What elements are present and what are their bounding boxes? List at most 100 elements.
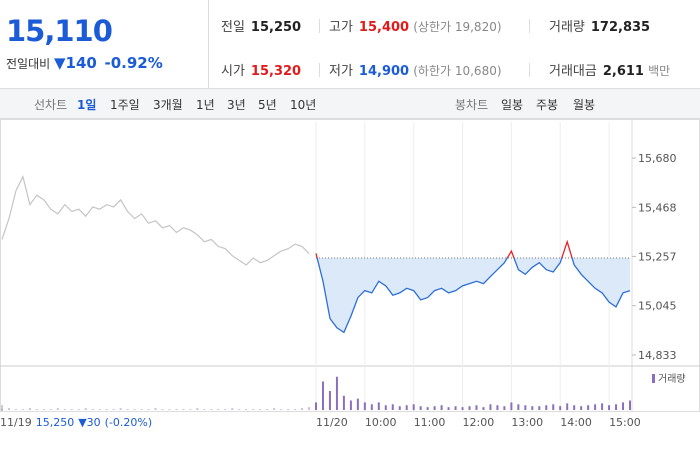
volume-bar <box>210 409 213 410</box>
separator <box>319 19 320 33</box>
x-tick-label: 12:00 <box>463 416 495 429</box>
tab[interactable]: 일봉 <box>501 98 524 112</box>
volume-bar <box>203 409 206 410</box>
tab[interactable]: 1년 <box>196 98 215 112</box>
volume-bar <box>559 406 562 410</box>
volume-bar <box>294 409 297 410</box>
quote-item: 고가 15,400 (상한가 19,820) <box>329 16 502 35</box>
volume-bar <box>398 406 401 410</box>
quote-label: 거래대금 <box>549 64 597 79</box>
volume-bar <box>377 402 380 410</box>
line-below <box>316 258 631 334</box>
volume-bar <box>419 406 422 410</box>
x-tick-label: 11/20 <box>316 416 348 429</box>
volume-bar <box>349 400 352 410</box>
change: 전일대비 ▼140 -0.92% <box>6 54 163 72</box>
volume-bar <box>433 406 436 410</box>
volume-bar <box>224 409 227 410</box>
volume-bar <box>7 408 10 410</box>
volume-bar <box>622 402 625 410</box>
quote-value: 2,611 <box>602 64 644 79</box>
volume-legend: 거래량 <box>658 373 686 385</box>
quote-sub: 백만 <box>648 64 671 78</box>
tabs: 선차트 1일 1주일 3개월 1년 3년 5년 10년 봉차트 일봉 주봉 월봉 <box>0 89 700 119</box>
tab[interactable]: 월봉 <box>573 98 596 112</box>
price: 15,110 <box>6 14 113 48</box>
quote-item: 거래량 172,835 <box>549 16 650 35</box>
tab[interactable]: 1주일 <box>110 98 140 112</box>
volume-bar <box>475 405 478 410</box>
y-tick-label: 15,257 <box>638 250 677 263</box>
area-fill <box>317 258 630 333</box>
footer-item: 11/19 <box>0 416 32 429</box>
volume-bar <box>412 404 415 410</box>
tab-label: 선차트 <box>34 98 68 112</box>
change-pct: -0.92% <box>104 54 163 72</box>
x-tick-label: 10:00 <box>365 416 397 429</box>
volume-bar <box>119 408 122 410</box>
volume-bar <box>454 406 457 410</box>
volume-bar <box>252 409 255 410</box>
volume-bar <box>1 409 3 410</box>
volume-bar <box>154 408 157 410</box>
volume-bar <box>363 402 366 410</box>
quote-item: 전일 15,250 <box>221 16 301 35</box>
quote-table: 전일 15,250 고가 15,400 (상한가 19,820) 거래량 172,835 시… <box>208 0 700 88</box>
volume-bar <box>328 391 331 410</box>
separator <box>529 63 530 77</box>
tab[interactable]: 5년 <box>258 98 277 112</box>
tab[interactable]: 1일 <box>77 98 97 112</box>
volume-bar <box>510 402 513 410</box>
y-tick-label: 15,680 <box>638 152 677 165</box>
volume-bar <box>126 409 129 410</box>
volume-bar <box>321 381 324 410</box>
volume-bar <box>538 406 541 410</box>
volume-bar <box>461 407 464 410</box>
volume-bar <box>594 404 597 410</box>
volume-bar <box>566 403 569 410</box>
volume-bar <box>98 409 101 410</box>
volume-bar <box>447 407 450 410</box>
separator <box>529 19 530 33</box>
quote-label: 시가 <box>221 64 245 79</box>
change-value: ▼140 <box>54 54 97 72</box>
volume-bar <box>391 404 394 410</box>
volume-bar <box>573 405 576 410</box>
quote-value: 14,900 <box>358 64 410 79</box>
volume-bar <box>245 409 248 410</box>
volume-bar <box>301 408 304 410</box>
volume-bar <box>308 407 311 410</box>
volume-bar <box>384 405 387 410</box>
volume-bar <box>489 404 492 410</box>
quote-item: 시가 15,320 <box>221 60 301 79</box>
volume-bar <box>426 407 429 410</box>
volume-legend-swatch <box>652 374 655 383</box>
tab[interactable]: 3개월 <box>153 98 183 112</box>
volume-bar <box>84 408 87 410</box>
volume-bar <box>28 408 31 410</box>
volume-bar <box>580 406 583 410</box>
volume-bar <box>468 406 471 410</box>
volume-bar <box>175 409 178 410</box>
quote-value: 15,320 <box>250 64 302 79</box>
tab[interactable]: 주봉 <box>536 98 559 112</box>
volume-bar <box>356 398 359 410</box>
plot-border <box>0 119 700 412</box>
volume-bar <box>35 409 38 410</box>
footer-item: ▼30 <box>78 416 100 429</box>
volume-bar <box>63 409 66 410</box>
volume-bar <box>342 395 345 410</box>
volume-bar <box>77 409 80 410</box>
volume-bar <box>287 409 290 410</box>
volume-bar <box>133 409 136 410</box>
volume-bar <box>370 404 373 410</box>
volume-bar <box>238 409 241 410</box>
volume-bar <box>531 406 534 410</box>
quote-value: 172,835 <box>590 20 651 35</box>
tab[interactable]: 3년 <box>227 98 246 112</box>
volume-bar <box>168 409 171 410</box>
quote-item: 거래대금 2,611 백만 <box>549 60 670 79</box>
volume-bar <box>601 403 604 410</box>
tab[interactable]: 10년 <box>290 98 317 112</box>
volume-bar <box>524 405 527 410</box>
